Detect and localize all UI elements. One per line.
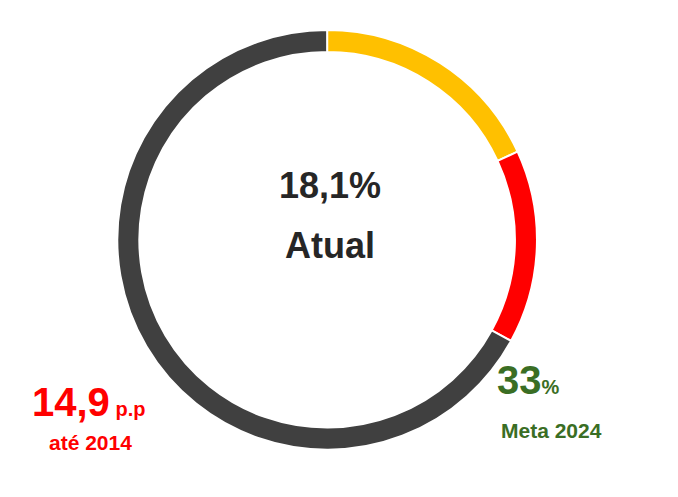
svg-text:18,1%: 18,1% — [279, 165, 381, 206]
svg-text:Meta 2024: Meta 2024 — [501, 419, 602, 442]
svg-text:14,9 p.p: 14,9 p.p — [32, 380, 145, 424]
svg-text:até 2014: até 2014 — [49, 431, 132, 454]
svg-text:Atual: Atual — [285, 225, 375, 266]
svg-text:33%: 33% — [497, 358, 560, 402]
